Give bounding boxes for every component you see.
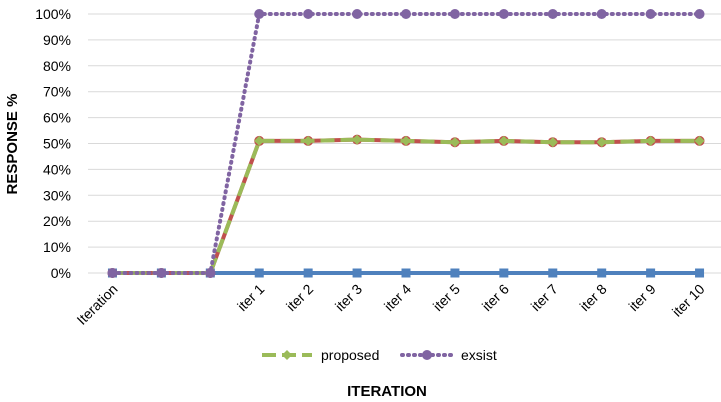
data-point-exsist (352, 9, 363, 19)
x-tick-label: iter 8 (576, 281, 609, 314)
data-point-exsist (205, 268, 216, 278)
x-tick-label: iter 10 (669, 281, 708, 320)
y-tick-label: 0% (51, 265, 71, 281)
data-point-exsist (303, 9, 314, 19)
y-tick-label: 60% (43, 110, 71, 126)
data-point-exsist (449, 9, 460, 19)
series-line-proposed (112, 137, 700, 275)
x-tick-label: iter 1 (234, 281, 267, 314)
data-point-exsist (401, 9, 411, 19)
data-point-exsist (645, 9, 656, 19)
data-point-proposed (254, 135, 265, 146)
y-tick-label: 100% (35, 6, 71, 22)
data-point-exsist (596, 9, 607, 19)
x-tick-label: iter 9 (625, 281, 658, 314)
y-tick-label: 90% (43, 32, 71, 48)
data-point-exsist (547, 9, 558, 19)
data-point-proposed (596, 137, 607, 148)
legend: proposed exsist (262, 347, 497, 363)
y-tick-label: 50% (43, 136, 71, 152)
data-point-exsist (156, 268, 167, 278)
x-tick-label: iter 3 (332, 281, 365, 314)
data-point-exsist (254, 9, 265, 19)
data-point-blue (254, 268, 264, 278)
y-tick-label: 70% (43, 84, 71, 100)
series-line-red (112, 137, 700, 275)
x-tick-label: iter 2 (283, 281, 316, 314)
data-point-blue (303, 268, 313, 278)
legend-item-exsist: exsist (400, 347, 497, 363)
y-tick-label: 80% (43, 58, 71, 74)
data-point-proposed (303, 135, 314, 146)
y-tick-label: 10% (43, 239, 71, 255)
data-point-blue (401, 268, 411, 278)
data-point-blue (548, 268, 558, 278)
legend-marker (422, 350, 432, 360)
data-point-blue (597, 268, 607, 278)
data-point-blue (499, 268, 509, 278)
x-tick-label: iter 5 (430, 281, 463, 314)
data-point-proposed (352, 134, 363, 145)
x-tick-label: Iteration (73, 281, 120, 328)
legend-label: exsist (461, 347, 497, 363)
x-tick-label: iter 7 (528, 281, 561, 314)
data-point-proposed (694, 135, 705, 146)
series-layer (107, 9, 705, 278)
y-axis-ticks: 0% 10% 20% 30% 40% 50% 60% 70% 80% 90% 100% (35, 6, 71, 281)
data-point-blue (695, 268, 705, 278)
x-axis-title: ITERATION (347, 383, 427, 400)
series-proposed (107, 134, 705, 278)
y-tick-label: 30% (43, 187, 71, 203)
data-point-blue (646, 268, 656, 278)
legend-label: proposed (321, 347, 379, 363)
data-point-exsist (694, 9, 705, 19)
data-point-blue (352, 268, 362, 278)
x-axis-ticks: Iteration iter 1 iter 2 iter 3 iter 4 iter 5 i… (73, 281, 707, 328)
data-point-proposed (645, 135, 656, 146)
data-point-proposed (401, 135, 411, 146)
x-tick-label: iter 6 (479, 281, 512, 314)
series-red (107, 134, 705, 278)
legend-marker (282, 350, 292, 360)
data-point-proposed (498, 135, 509, 146)
data-point-proposed (547, 137, 558, 148)
legend-item-proposed: proposed (262, 347, 379, 363)
data-point-exsist (498, 9, 509, 19)
data-point-exsist (107, 268, 118, 278)
y-tick-label: 20% (43, 213, 71, 229)
series-exsist (107, 9, 705, 278)
y-tick-label: 40% (43, 161, 71, 177)
data-point-blue (450, 268, 460, 278)
x-tick-label: iter 4 (381, 281, 414, 314)
y-axis-title: RESPONSE % (4, 94, 21, 195)
data-point-proposed (449, 137, 460, 148)
